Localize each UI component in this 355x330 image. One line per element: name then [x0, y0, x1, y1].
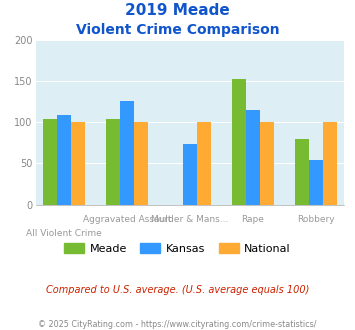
Bar [134, 122, 148, 205]
Bar [106, 119, 120, 205]
Bar [246, 110, 260, 205]
Bar [43, 119, 57, 205]
Bar [323, 122, 337, 205]
Text: Murder & Mans...: Murder & Mans... [151, 214, 229, 223]
Bar [183, 145, 197, 205]
Bar [295, 139, 309, 205]
Text: Robbery: Robbery [297, 214, 335, 223]
Bar [309, 160, 323, 205]
Legend: Meade, Kansas, National: Meade, Kansas, National [60, 239, 295, 258]
Bar [197, 122, 211, 205]
Bar [232, 79, 246, 205]
Bar [57, 115, 71, 205]
Bar [120, 102, 134, 205]
Bar [71, 122, 84, 205]
Text: © 2025 CityRating.com - https://www.cityrating.com/crime-statistics/: © 2025 CityRating.com - https://www.city… [38, 320, 317, 329]
Text: 2019 Meade: 2019 Meade [125, 3, 230, 18]
Text: Compared to U.S. average. (U.S. average equals 100): Compared to U.S. average. (U.S. average … [46, 285, 309, 295]
Bar [260, 122, 274, 205]
Text: Violent Crime Comparison: Violent Crime Comparison [76, 23, 279, 37]
Text: Rape: Rape [241, 214, 264, 223]
Text: Aggravated Assault: Aggravated Assault [83, 214, 171, 223]
Text: All Violent Crime: All Violent Crime [26, 229, 102, 238]
